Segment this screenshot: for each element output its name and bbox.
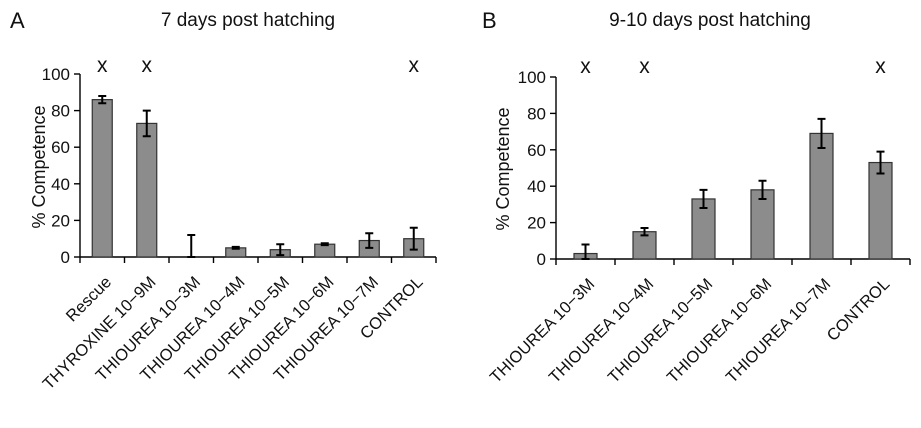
panel-a-marker: x bbox=[409, 54, 420, 77]
panel-b-category-label: CONTROL bbox=[824, 275, 894, 345]
panel-b-marker: x bbox=[639, 55, 650, 78]
panel-b: B 9-10 days post hatching % Competence 0… bbox=[482, 8, 911, 387]
panel-b-title: 9-10 days post hatching bbox=[609, 10, 811, 31]
panel-a-error-bar bbox=[98, 94, 107, 105]
panel-b-error-bar bbox=[758, 179, 767, 200]
panel-b-y-tick-label: 40 bbox=[527, 177, 546, 196]
panel-a-error-bar bbox=[320, 242, 329, 247]
panel-a-error-bar bbox=[409, 226, 418, 251]
panel-a-y-tick-label: 60 bbox=[51, 138, 70, 157]
panel-b-letter: B bbox=[482, 8, 497, 33]
panel-a-error-bar bbox=[365, 232, 374, 249]
panel-a-y-tick-label: 100 bbox=[42, 65, 70, 84]
panel-a-error-bar bbox=[142, 109, 151, 138]
panel-b-bar bbox=[868, 161, 893, 260]
panel-b-category-label: THIOUREA 10−3M bbox=[487, 275, 599, 387]
panel-b-error-bar bbox=[699, 188, 708, 210]
panel-a-marker: x bbox=[97, 54, 108, 77]
panel-b-ylabel: % Competence bbox=[493, 107, 513, 230]
panel-b-y-tick-label: 20 bbox=[527, 214, 546, 233]
panel-b-error-bar bbox=[817, 117, 826, 149]
panel-b-category-label: THIOUREA 10−7M bbox=[723, 275, 835, 387]
panel-b-y-tick-label: 80 bbox=[527, 104, 546, 123]
panel-a-bar bbox=[136, 122, 158, 258]
panel-b-y-tick-label: 100 bbox=[518, 68, 546, 87]
panel-a-letter: A bbox=[10, 8, 25, 33]
panel-a-bar bbox=[314, 243, 336, 258]
panel-b-y-tick-label: 0 bbox=[537, 250, 546, 269]
panel-b-error-bar bbox=[876, 150, 885, 175]
panel-a-ylabel: % Competence bbox=[29, 105, 49, 228]
panel-a-error-bar bbox=[187, 234, 196, 258]
panel-a-y-tick-label: 80 bbox=[51, 102, 70, 121]
panel-b-category-label: THIOUREA 10−6M bbox=[664, 275, 776, 387]
panel-b-plot: 0 20 40 60 80 100 THIOUREA 10−3M x THIOUREA 10−4… bbox=[487, 55, 911, 387]
panel-b-category-label: THIOUREA 10−4M bbox=[546, 275, 658, 387]
panel-b-bar bbox=[750, 189, 775, 260]
panel-a-error-bar bbox=[276, 243, 285, 257]
panel-a: A 7 days post hatching % Competence 0 20 4… bbox=[10, 8, 437, 393]
panel-a-bar bbox=[91, 99, 113, 258]
panel-a-marker: x bbox=[142, 54, 153, 77]
panel-b-marker: x bbox=[580, 55, 591, 78]
panel-b-error-bar bbox=[640, 227, 649, 237]
panel-a-error-bar bbox=[231, 245, 240, 250]
panel-b-error-bar bbox=[581, 243, 590, 260]
panel-b-marker: x bbox=[875, 55, 886, 78]
panel-a-y-tick-label: 20 bbox=[51, 211, 70, 230]
panel-a-title: 7 days post hatching bbox=[161, 10, 335, 31]
panel-b-y-tick-label: 60 bbox=[527, 141, 546, 160]
panel-b-category-label: THIOUREA 10−5M bbox=[605, 275, 717, 387]
panel-a-y-tick-label: 0 bbox=[61, 248, 70, 267]
panel-a-y-tick-label: 40 bbox=[51, 175, 70, 194]
panel-b-bar bbox=[809, 132, 834, 260]
